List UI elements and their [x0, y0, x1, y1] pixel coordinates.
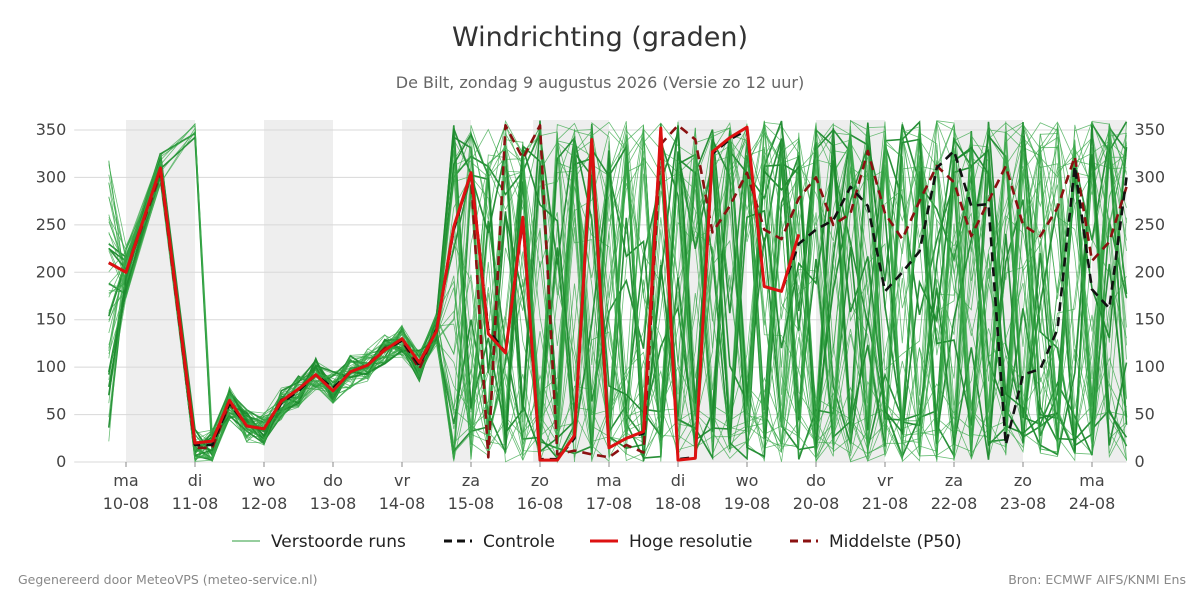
main-series [108, 124, 1128, 462]
x-tick-day: do [806, 471, 826, 490]
ensemble-member-line [108, 125, 1127, 457]
x-tick-date: 17-08 [586, 494, 633, 513]
y-tick-label-right: 300 [1135, 167, 1166, 186]
y-tick-label-right: 250 [1135, 215, 1166, 234]
y-tick-label: 200 [36, 262, 67, 281]
footer-generated-by: Gegenereerd door MeteoVPS (meteo-service… [18, 572, 318, 587]
x-tick-day: di [671, 471, 686, 490]
x-tick-day: wo [253, 471, 276, 490]
x-tick-date: 16-08 [517, 494, 564, 513]
x-tick-day: ma [596, 471, 621, 490]
x-tick-date: 18-08 [655, 494, 702, 513]
y-tick-label: 300 [36, 167, 67, 186]
y-tick-label-right: 100 [1135, 357, 1166, 376]
y-axis-left: 0 50 100 150 200 250 300 350 [36, 120, 67, 471]
ensemble-member-line [108, 122, 1127, 457]
ensemble-member-line [108, 123, 1127, 463]
y-tick-label: 250 [36, 215, 67, 234]
x-tick-day: do [323, 471, 343, 490]
chart-title: Windrichting (graden) [451, 22, 749, 53]
y-tick-label-right: 50 [1135, 405, 1155, 424]
x-tick-date: 19-08 [724, 494, 771, 513]
x-tick-date: 10-08 [103, 494, 150, 513]
x-tick-day: ma [113, 471, 138, 490]
ensemble-member-line [108, 128, 1128, 462]
y-tick-label: 100 [36, 357, 67, 376]
y-tick-label: 0 [56, 452, 66, 471]
x-tick-day: wo [736, 471, 759, 490]
y-axis-right: 0 50 100 150 200 250 300 350 [1135, 120, 1166, 471]
x-tick-date: 22-08 [931, 494, 978, 513]
x-tick-day: vr [394, 471, 410, 490]
ensemble-member-line [108, 132, 1128, 456]
y-tick-label: 50 [46, 405, 66, 424]
chart-subtitle: De Bilt, zondag 9 augustus 2026 (Versie … [395, 73, 805, 92]
x-tick-date: 23-08 [1000, 494, 1047, 513]
y-tick-label: 350 [36, 120, 67, 139]
y-tick-label: 150 [36, 310, 67, 329]
x-tick-day: za [462, 471, 480, 490]
x-tick-date: 14-08 [379, 494, 426, 513]
x-tick-date: 12-08 [241, 494, 288, 513]
ensemble-member-line [108, 120, 1127, 460]
x-tick-day: zo [531, 471, 549, 490]
x-tick-day: vr [877, 471, 893, 490]
x-tick-date: 11-08 [172, 494, 219, 513]
ensemble-member-line [108, 124, 1128, 458]
x-axis: ma 10-08 di 11-08 wo 12-08 do 13-08 vr 14-08 za 15-… [103, 462, 1116, 513]
y-tick-label-right: 200 [1135, 262, 1166, 281]
x-tick-date: 20-08 [793, 494, 840, 513]
y-tick-label-right: 0 [1135, 452, 1145, 471]
x-tick-day: zo [1014, 471, 1032, 490]
x-tick-date: 13-08 [310, 494, 357, 513]
x-tick-date: 24-08 [1069, 494, 1116, 513]
series-line-hoge-resolutie [108, 125, 801, 462]
x-tick-date: 21-08 [862, 494, 909, 513]
ensemble-members [108, 119, 1128, 464]
x-tick-day: za [945, 471, 963, 490]
ensemble-member-line [108, 120, 1127, 459]
legend-label: Verstoorde runs [271, 532, 406, 552]
legend: Verstoorde runs Controle Hoge resolutie Mid… [232, 532, 962, 552]
x-tick-date: 15-08 [448, 494, 495, 513]
ensemble-member-line [108, 131, 1127, 460]
footer-source: Bron: ECMWF AIFS/KNMI Ens [1008, 572, 1186, 587]
ensemble-member-line [108, 121, 1127, 457]
legend-label: Controle [483, 532, 555, 552]
legend-label: Hoge resolutie [629, 532, 753, 552]
x-tick-day: ma [1079, 471, 1104, 490]
legend-label: Middelste (P50) [829, 532, 962, 552]
y-tick-label-right: 350 [1135, 120, 1166, 139]
y-tick-label-right: 150 [1135, 310, 1166, 329]
x-tick-day: di [188, 471, 203, 490]
